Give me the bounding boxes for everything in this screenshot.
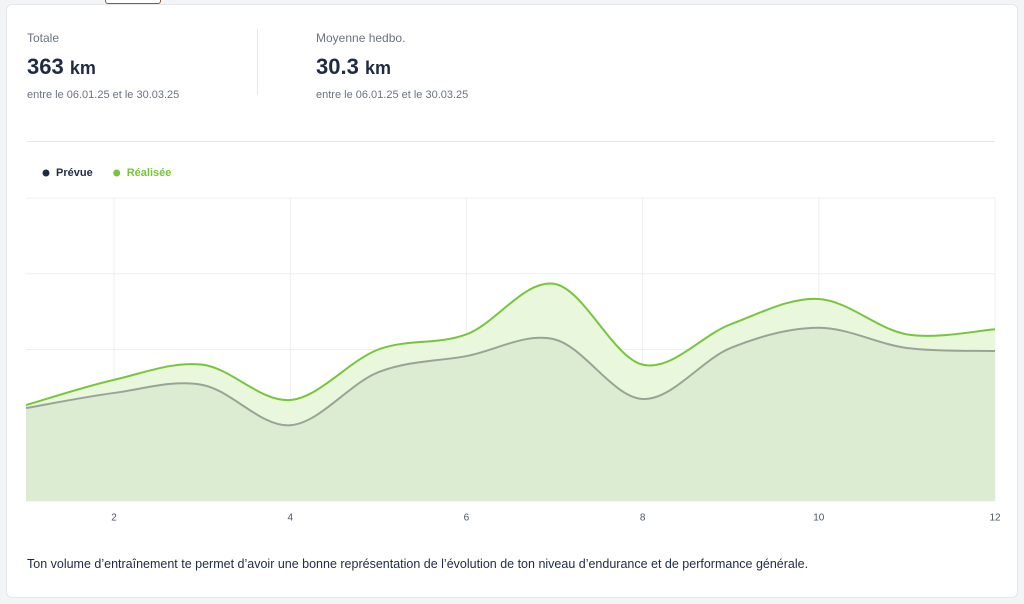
tab-indicator xyxy=(105,0,161,4)
stat-unit: km xyxy=(69,58,96,78)
x-tick-label: 4 xyxy=(287,513,293,524)
legend-dot xyxy=(42,169,50,177)
x-tick-label: 12 xyxy=(989,513,1001,524)
separator xyxy=(27,141,995,142)
x-tick-label: 8 xyxy=(640,513,646,524)
stat-period: entre le 06.01.25 et le 30.03.25 xyxy=(316,89,469,101)
stat: Moyenne hedbo. 30.3 km entre le 06.01.25… xyxy=(316,31,468,101)
stat-unit: km xyxy=(364,58,391,78)
stat-value: 363 km xyxy=(27,54,179,80)
stat-number: 30.3 xyxy=(316,54,359,79)
legend-label: Réalisée xyxy=(127,167,172,179)
x-tick-label: 6 xyxy=(464,513,470,524)
divider xyxy=(257,29,258,95)
series-line xyxy=(25,326,996,427)
area-fill xyxy=(26,327,995,501)
series-line xyxy=(25,282,996,407)
stat-value: 30.3 km xyxy=(316,54,468,80)
stat: Totale 363 km entre le 06.01.25 et le 30… xyxy=(27,31,179,101)
stat-label: Totale xyxy=(27,31,60,45)
footer-text: Ton volume d’entraînement te permet d’av… xyxy=(27,557,809,571)
stat-number: 363 xyxy=(27,54,64,79)
legend-dot xyxy=(113,169,121,177)
stat-period: entre le 06.01.25 et le 30.03.25 xyxy=(27,89,180,101)
stat-label: Moyenne hedbo. xyxy=(316,31,406,45)
x-tick-label: 2 xyxy=(111,513,117,524)
legend-label: Prévue xyxy=(56,167,93,179)
x-tick-label: 10 xyxy=(813,513,825,524)
